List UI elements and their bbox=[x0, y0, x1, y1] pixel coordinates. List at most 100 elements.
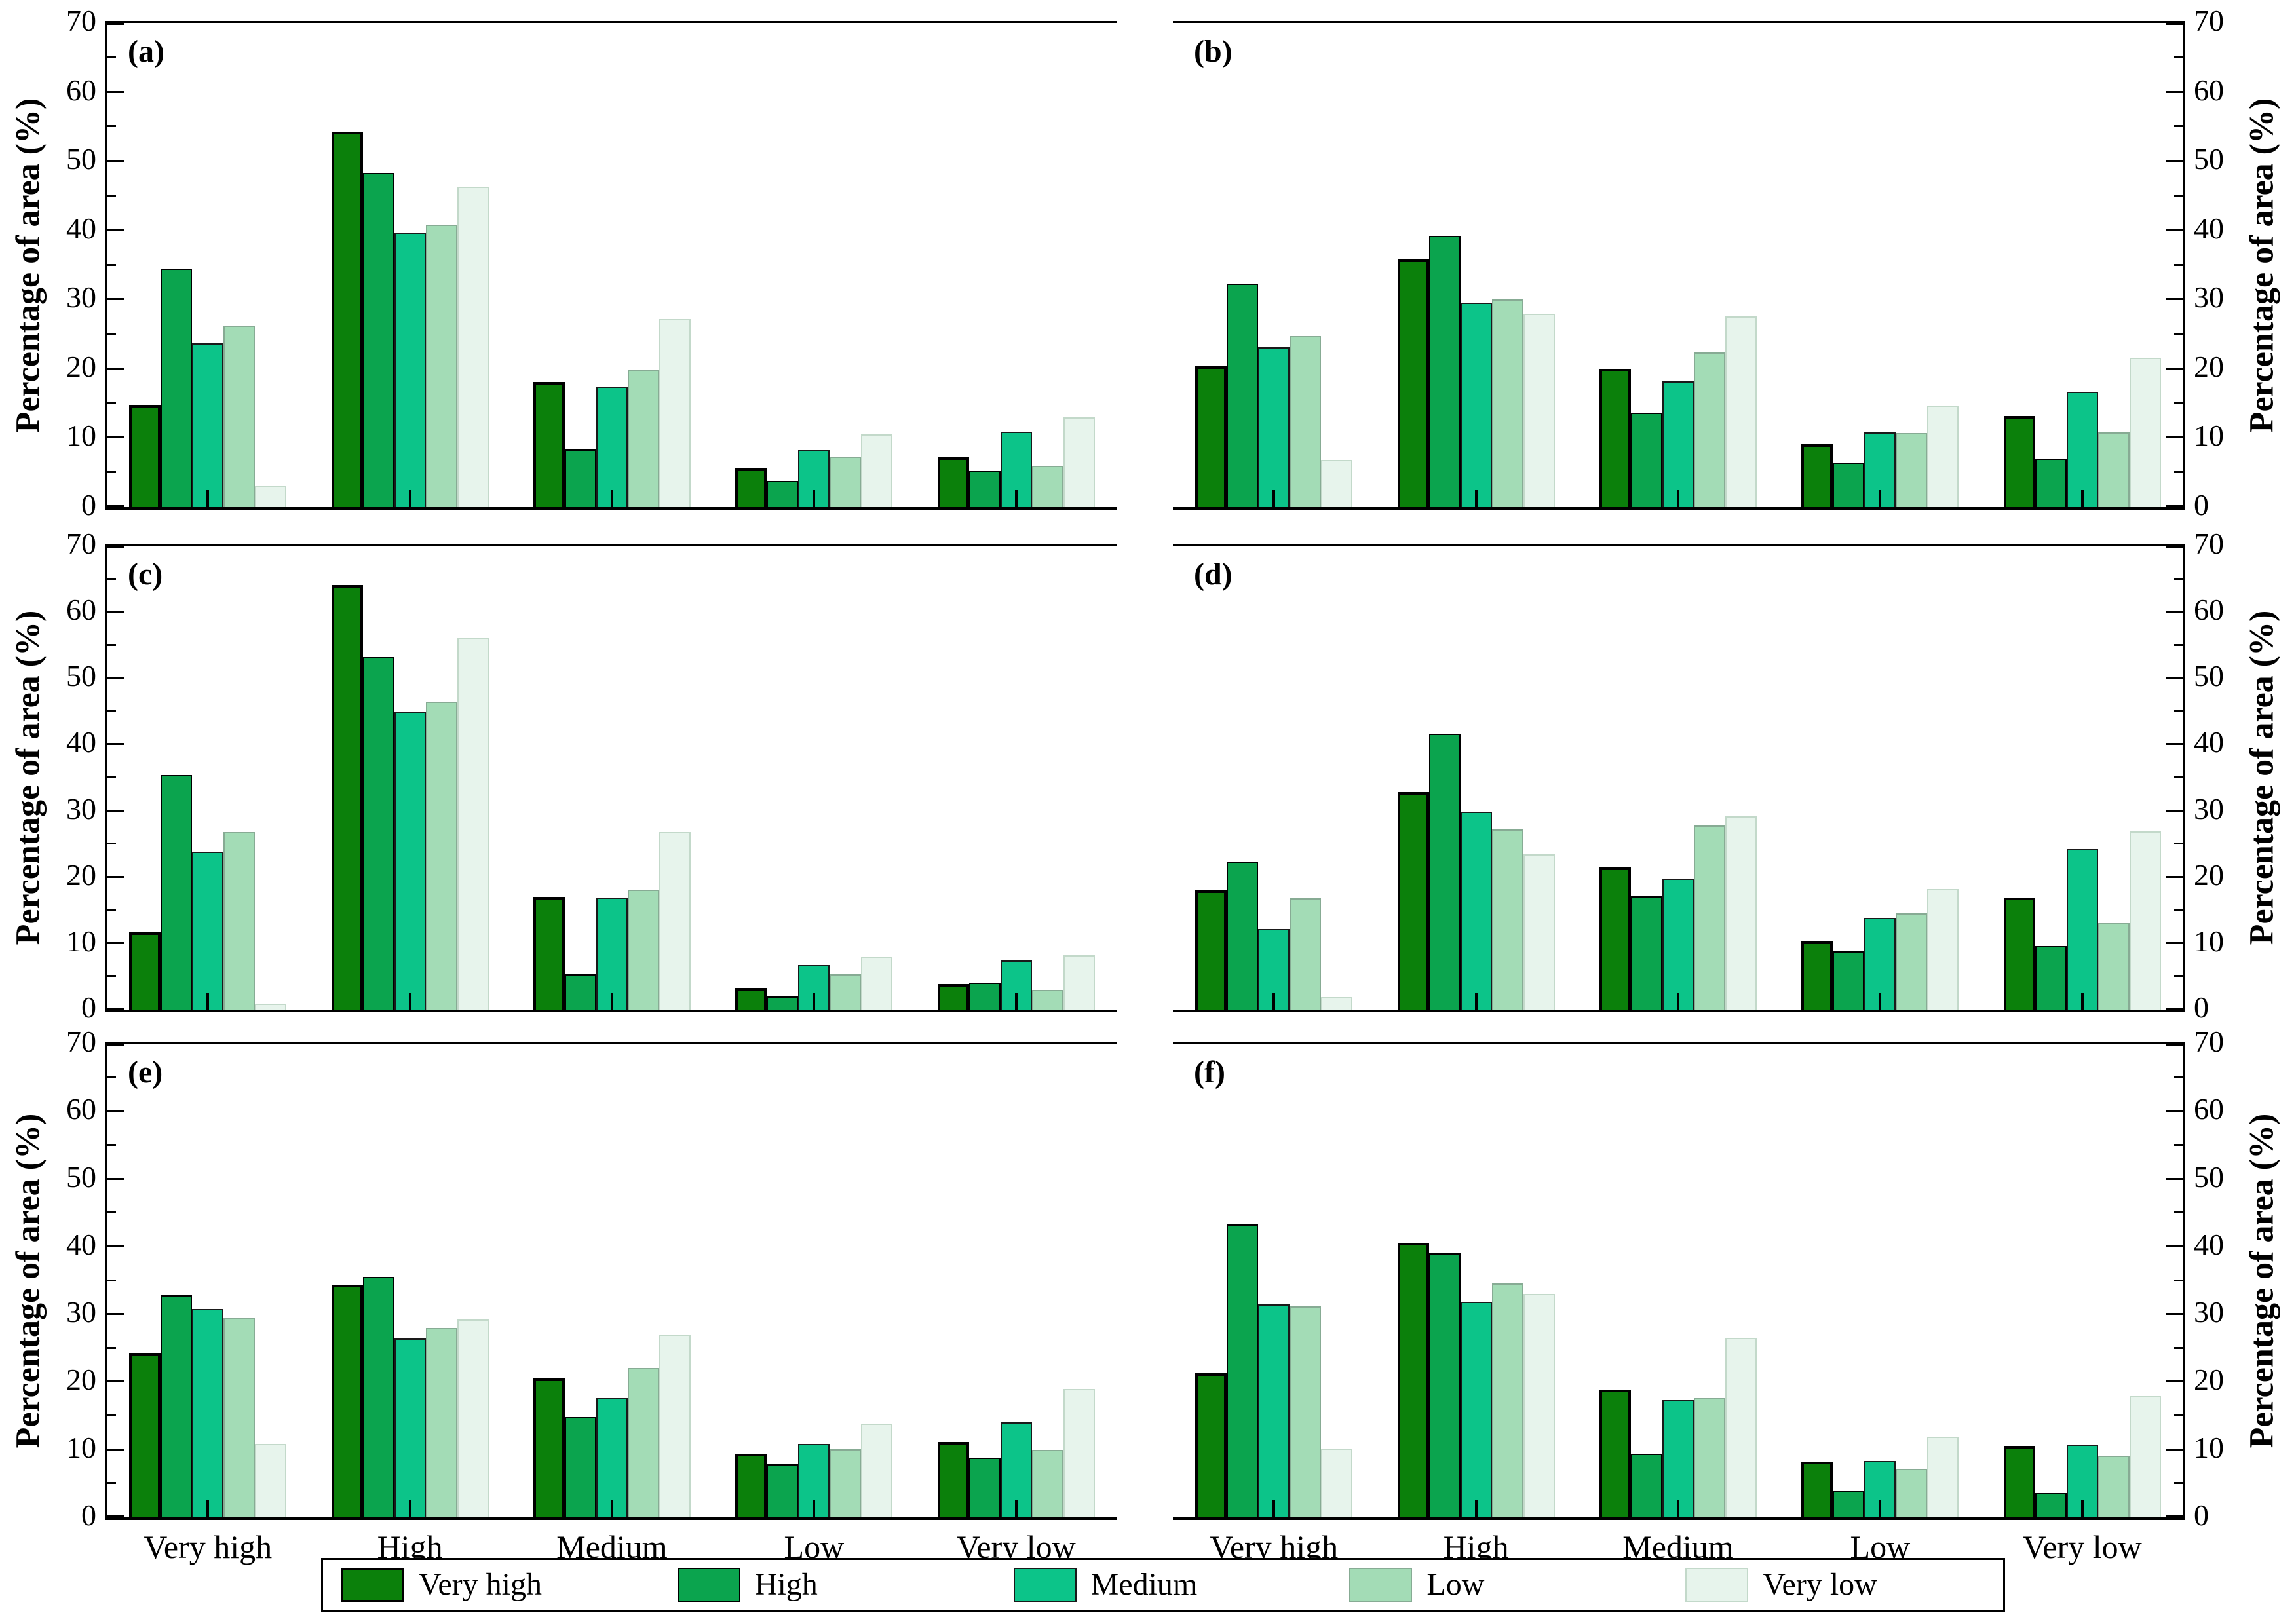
bar bbox=[596, 1398, 628, 1517]
bar bbox=[861, 434, 893, 507]
bar bbox=[565, 449, 596, 507]
bar bbox=[1833, 951, 1865, 1010]
y-tick-label: 40 bbox=[2194, 211, 2224, 245]
bar bbox=[1694, 825, 1725, 1010]
y-major-tick bbox=[2166, 1110, 2183, 1112]
y-major-tick bbox=[2166, 505, 2183, 507]
y-tick-label: 40 bbox=[2194, 1227, 2224, 1261]
plot-area: 0 10 20 30 40 50 60 70 bbox=[66, 529, 1117, 1023]
x-tick bbox=[1879, 993, 1882, 1010]
x-tick bbox=[2080, 993, 2084, 1010]
y-tick-label: 10 bbox=[2194, 924, 2224, 958]
bar bbox=[1321, 996, 1353, 1010]
x-category-label: Very low bbox=[2022, 1528, 2142, 1565]
bar bbox=[1927, 405, 1959, 507]
bar bbox=[1063, 417, 1095, 507]
bar bbox=[937, 457, 969, 507]
x-tick bbox=[813, 1500, 816, 1517]
y-major-tick bbox=[2166, 875, 2183, 878]
y-tick-label: 60 bbox=[2194, 593, 2224, 627]
y-axis-title: Percentage of area (%) bbox=[2243, 98, 2281, 432]
y-major-tick bbox=[107, 1313, 124, 1316]
x-tick bbox=[1474, 1500, 1478, 1517]
bar bbox=[394, 711, 426, 1010]
y-tick-label: 0 bbox=[81, 488, 96, 522]
y-minor-tick bbox=[2174, 263, 2183, 266]
bar bbox=[659, 1335, 691, 1517]
bar bbox=[2129, 1396, 2161, 1517]
y-tick-label: 50 bbox=[66, 659, 96, 693]
y-minor-tick bbox=[107, 263, 116, 266]
bar bbox=[1290, 1306, 1322, 1517]
x-tick bbox=[611, 993, 613, 1010]
x-tick bbox=[1677, 1500, 1679, 1517]
bar bbox=[2066, 849, 2098, 1010]
bar bbox=[1460, 302, 1492, 507]
bar bbox=[1833, 1490, 1865, 1517]
y-minor-tick bbox=[2174, 333, 2183, 335]
bar bbox=[1662, 381, 1694, 507]
bar bbox=[1063, 1388, 1095, 1517]
bar bbox=[2097, 1456, 2130, 1517]
bar bbox=[223, 326, 256, 507]
bar bbox=[1000, 960, 1032, 1010]
bar bbox=[1896, 913, 1928, 1010]
bar bbox=[1896, 433, 1928, 507]
bar bbox=[1031, 1449, 1063, 1517]
x-tick bbox=[1474, 490, 1478, 507]
plot-area: 0 10 20 30 40 50 60 70 bbox=[1173, 529, 2224, 1023]
y-major-tick bbox=[107, 611, 124, 613]
y-minor-tick bbox=[107, 776, 116, 778]
legend-swatch bbox=[341, 1568, 404, 1602]
bar bbox=[1195, 366, 1227, 507]
y-major-tick bbox=[2166, 367, 2183, 370]
x-tick bbox=[1272, 993, 1276, 1010]
y-tick-label: 60 bbox=[66, 73, 96, 107]
y-tick-label: 70 bbox=[2194, 4, 2224, 37]
bar bbox=[1599, 368, 1631, 507]
y-tick-label: 50 bbox=[2194, 1160, 2224, 1194]
bar bbox=[1491, 1283, 1523, 1517]
y-major-tick bbox=[107, 941, 124, 944]
y-major-tick bbox=[2166, 1313, 2183, 1316]
bar bbox=[1460, 811, 1492, 1010]
bar bbox=[2003, 415, 2035, 507]
bar bbox=[1397, 259, 1429, 507]
legend-label: Medium bbox=[1090, 1567, 1198, 1602]
y-minor-tick bbox=[107, 471, 116, 474]
y-minor-tick bbox=[2174, 710, 2183, 712]
bar bbox=[2129, 357, 2161, 507]
y-major-tick bbox=[2166, 1380, 2183, 1383]
y-minor-tick bbox=[2174, 1143, 2183, 1146]
y-tick-label: 50 bbox=[2194, 659, 2224, 693]
x-tick bbox=[1272, 1500, 1276, 1517]
panel-label: (c) bbox=[128, 557, 163, 592]
bar bbox=[1694, 352, 1725, 507]
panel-f: 0 10 20 30 40 50 60 70 (f) Percentage of area (%) bbox=[1173, 1027, 2281, 1530]
bar bbox=[1801, 1462, 1833, 1517]
y-minor-tick bbox=[2174, 125, 2183, 128]
y-major-tick bbox=[2166, 677, 2183, 679]
bar bbox=[596, 387, 628, 507]
y-major-tick bbox=[107, 1177, 124, 1180]
y-minor-tick bbox=[107, 402, 116, 404]
y-tick-label: 60 bbox=[2194, 1092, 2224, 1126]
x-tick bbox=[2080, 1500, 2084, 1517]
bar bbox=[1227, 862, 1259, 1010]
y-minor-tick bbox=[107, 843, 116, 845]
y-tick-label: 40 bbox=[66, 725, 96, 759]
bar bbox=[425, 701, 457, 1010]
bar bbox=[425, 1327, 457, 1517]
y-minor-tick bbox=[107, 1143, 116, 1146]
panel-b: 0 10 20 30 40 50 60 70 (b) Percentage of area (%) bbox=[1173, 6, 2281, 520]
y-major-tick bbox=[107, 505, 124, 507]
bar bbox=[1599, 1389, 1631, 1517]
bar bbox=[565, 1417, 596, 1517]
bar bbox=[2097, 432, 2130, 507]
bar bbox=[1321, 1448, 1353, 1517]
y-axis-title: Percentage of area (%) bbox=[9, 98, 47, 432]
bar bbox=[1599, 867, 1631, 1010]
y-major-tick bbox=[107, 743, 124, 746]
bar bbox=[767, 1464, 799, 1517]
x-tick bbox=[1677, 993, 1679, 1010]
